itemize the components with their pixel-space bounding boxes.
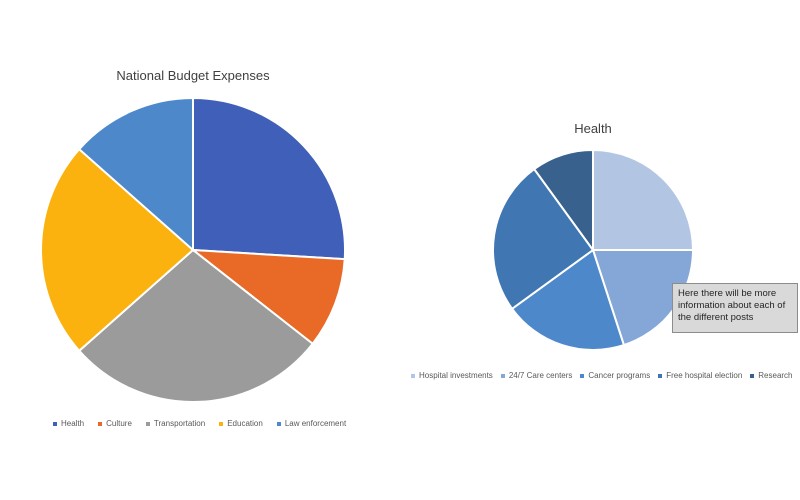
main-legend-item-law-enforcement: Law enforcement <box>276 419 347 428</box>
main-legend-swatch <box>145 421 150 426</box>
main-legend-swatch <box>53 421 57 426</box>
main-slice-health <box>192 96 346 261</box>
main-legend-label: Transportation <box>153 419 206 428</box>
health-legend-label: 24/7 Care centers <box>508 371 573 380</box>
health-legend-label: Research <box>758 371 793 380</box>
health-legend-swatch <box>750 373 755 378</box>
health-slice-cancer-programs <box>510 248 626 351</box>
main-slice-law-enforcement <box>77 96 194 253</box>
main-legend-swatch <box>219 421 224 426</box>
main-slice-transportation <box>77 248 315 403</box>
health-legend-swatch <box>411 373 415 378</box>
main-legend-label: Education <box>227 419 263 428</box>
health-slice-hospital-investments <box>592 148 695 251</box>
health-legend-label: Cancer programs <box>588 371 651 380</box>
main-chart-legend: Health Culture Transportation Education Law … <box>53 419 346 428</box>
main-legend-item-transportation: Transportation <box>145 419 206 428</box>
main-legend-label: Law enforcement <box>284 419 347 428</box>
main-legend-swatch <box>98 421 103 426</box>
main-legend-label: Health <box>61 419 85 428</box>
main-legend-swatch <box>276 421 281 426</box>
main-legend-item-health: Health <box>53 419 84 428</box>
health-legend-item-cancer-programs: Cancer programs <box>580 371 650 380</box>
health-legend-swatch <box>500 373 505 378</box>
health-legend-item-hospital-investments: Hospital investments <box>411 371 493 380</box>
info-tooltip: Here there will be more information abou… <box>672 283 798 333</box>
main-legend-label: Culture <box>106 419 132 428</box>
health-legend-swatch <box>658 373 663 378</box>
health-pie-chart <box>492 148 695 351</box>
health-legend-item-24-7-care-centers: 24/7 Care centers <box>500 371 573 380</box>
main-chart-title: National Budget Expenses <box>116 68 270 83</box>
health-legend-label: Hospital investments <box>419 371 493 380</box>
main-slice-culture <box>189 248 346 346</box>
health-chart-legend: Hospital investments 24/7 Care centers Can… <box>411 371 793 380</box>
health-slice-free-hospital-election <box>492 167 595 311</box>
health-legend-label: Free hospital election <box>666 371 743 380</box>
health-slice-research <box>532 148 594 254</box>
main-legend-item-culture: Culture <box>98 419 132 428</box>
health-legend-swatch <box>580 373 585 378</box>
health-legend-item-free-hospital-election: Free hospital election <box>658 371 742 380</box>
health-legend-item-research: Research <box>750 371 793 380</box>
main-pie-chart <box>40 96 346 403</box>
main-slice-education <box>40 147 195 353</box>
main-legend-item-education: Education <box>219 419 263 428</box>
health-chart-title: Health <box>574 121 612 136</box>
